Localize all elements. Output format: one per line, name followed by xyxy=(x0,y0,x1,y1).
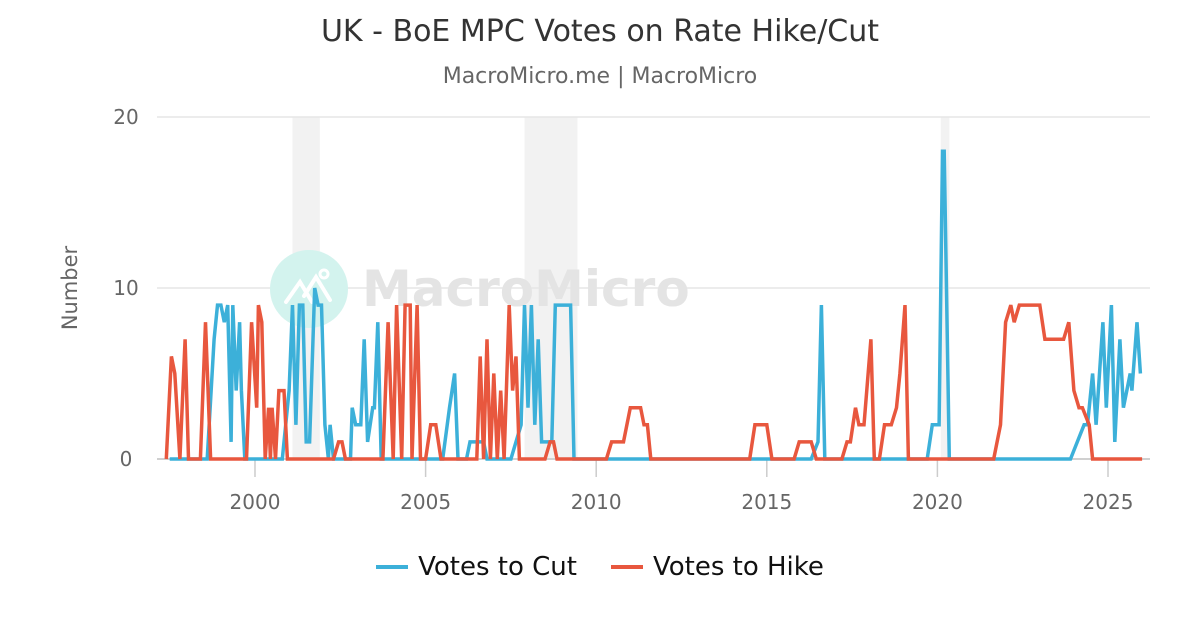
watermark-mountain-icon xyxy=(284,273,332,304)
y-tick-label: 10 xyxy=(113,276,138,300)
x-tick-label: 2020 xyxy=(912,490,963,514)
legend-item-hike[interactable]: Votes to Hike xyxy=(610,552,824,582)
x-tick-label: 2010 xyxy=(571,490,622,514)
watermark: MacroMicro xyxy=(270,250,690,328)
legend-swatch-cut xyxy=(376,565,409,569)
chart-subtitle: MacroMicro.me | MacroMicro xyxy=(442,64,758,89)
x-tick-label: 2015 xyxy=(741,490,792,514)
x-tick-label: 2005 xyxy=(400,490,451,514)
y-tick-label: 0 xyxy=(120,447,133,471)
legend-label-hike: Votes to Hike xyxy=(652,552,824,582)
y-axis: 0 10 20 xyxy=(113,105,138,471)
y-tick-label: 20 xyxy=(113,105,138,129)
legend-swatch-hike xyxy=(610,565,643,569)
legend: Votes to Cut Votes to Hike xyxy=(0,552,1200,582)
x-axis: 2000 2005 2010 2015 2020 2025 xyxy=(230,459,1134,514)
series-lines xyxy=(164,149,1143,461)
y-axis-label: Number xyxy=(58,245,82,330)
legend-label-cut: Votes to Cut xyxy=(418,552,577,582)
chart-title: UK - BoE MPC Votes on Rate Hike/Cut xyxy=(320,14,880,49)
x-tick-label: 2025 xyxy=(1083,490,1134,514)
series-line-cut[interactable] xyxy=(169,149,1143,461)
x-tick-label: 2000 xyxy=(230,490,281,514)
watermark-dot-icon xyxy=(318,268,330,280)
legend-item-cut[interactable]: Votes to Cut xyxy=(376,552,577,582)
series-line-hike[interactable] xyxy=(164,303,1143,461)
